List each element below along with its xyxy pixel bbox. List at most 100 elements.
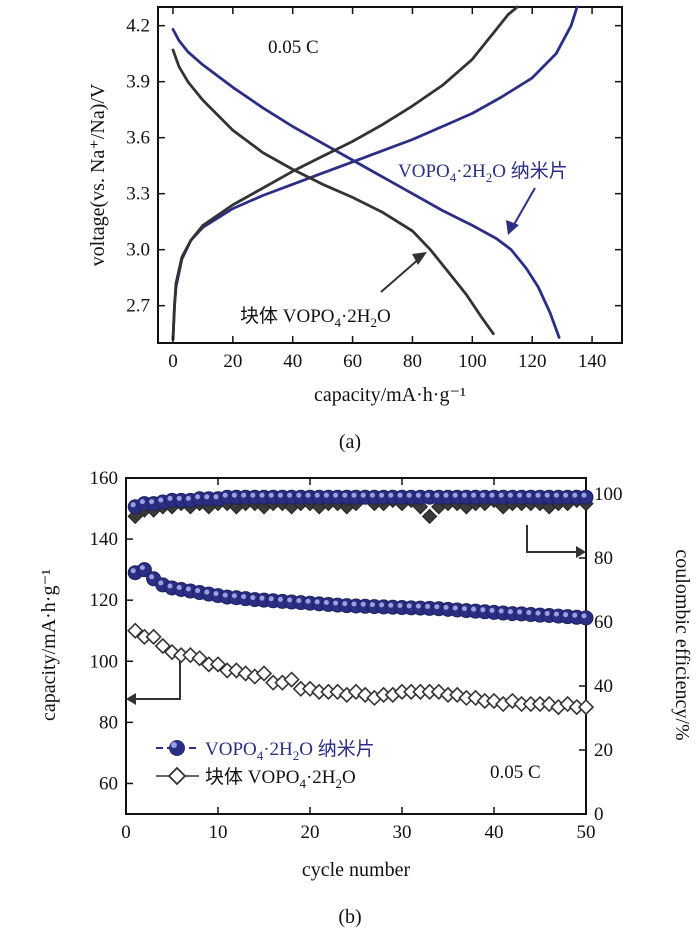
nano-capacity-point-highlight	[581, 613, 587, 619]
nano-efficiency-point-highlight	[480, 492, 486, 498]
bulk-capacity-point	[145, 628, 162, 645]
panel-b-y2tick-label: 80	[594, 548, 613, 569]
nano-capacity-point-highlight	[498, 608, 504, 614]
nano-efficiency-point-highlight	[443, 492, 449, 498]
panel-a-bulk-label: 块体 VOPO4·2H2O	[240, 305, 391, 330]
nano-efficiency-point-highlight	[461, 492, 467, 498]
panel-b-xtick-label: 30	[393, 822, 412, 843]
panel-b-y2tick-label: 60	[594, 612, 613, 633]
nano-efficiency-point-highlight	[415, 492, 421, 498]
nano-efficiency-point-highlight	[471, 492, 477, 498]
nano-capacity-point-highlight	[176, 584, 182, 590]
panel-b-ytick-label: 100	[90, 651, 119, 672]
panel-a-xtick-label: 0	[168, 351, 178, 372]
nano-capacity-point-highlight	[535, 610, 541, 616]
nano-efficiency-point-highlight	[397, 492, 403, 498]
bulk-capacity-point	[127, 622, 144, 639]
nano-efficiency-point-highlight	[434, 492, 440, 498]
nano-capacity-point-highlight	[167, 583, 173, 589]
nano-capacity-point-highlight	[333, 600, 339, 606]
nano-efficiency-point-highlight	[130, 502, 136, 508]
nano-capacity-point-highlight	[287, 597, 293, 603]
legend-entry-nano: VOPO4·2H2O 纳米片	[156, 738, 375, 763]
bulk-capacity-point	[209, 656, 227, 673]
nano-efficiency-point-highlight	[517, 492, 523, 498]
nano-capacity-point-highlight	[351, 601, 357, 607]
nano-capacity-point-highlight	[314, 599, 320, 605]
panel-b-ytick-label: 140	[90, 529, 119, 550]
nano-capacity-point-highlight	[489, 607, 495, 613]
panel-a-xtick-label: 20	[223, 351, 242, 372]
nano-capacity-point-highlight	[195, 588, 201, 594]
panel-a-ytick-label: 2.7	[126, 296, 150, 317]
nano-efficiency-point-highlight	[259, 492, 265, 498]
nano-efficiency-point-highlight	[526, 492, 532, 498]
panel-a-bulk-arrow	[380, 252, 427, 293]
panel-a-chart: 0 20 40 60 80 100 120 140 2.7 3.0 3.3 3.6 3.9 4.2 0.0…	[87, 5, 623, 453]
panel-b-chart: 0 10 20 30 40 506080100120140160020406080100 …	[38, 468, 693, 928]
nano-efficiency-point-highlight	[498, 492, 504, 498]
nano-capacity-point-highlight	[231, 593, 237, 599]
nano-capacity-point-highlight	[360, 601, 366, 607]
panel-a-ytick-label: 3.0	[126, 240, 150, 261]
nano-efficiency-point-highlight	[581, 492, 587, 498]
nano-efficiency-point-highlight	[342, 492, 348, 498]
panel-a-ytick-label: 3.9	[126, 72, 150, 93]
nano-capacity-point-highlight	[406, 603, 412, 609]
nano-capacity-point-highlight	[342, 601, 348, 607]
nano-capacity-point-highlight	[507, 609, 513, 615]
bulk-capacity-point	[255, 665, 273, 682]
panel-b-xlabel: cycle number	[302, 859, 411, 881]
svg-text:块体 VOPO4·2H2O: 块体 VOPO4·2H2O	[205, 766, 356, 791]
bulk-capacity-point	[154, 637, 171, 655]
nano-efficiency-point-highlight	[204, 494, 210, 500]
nano-efficiency-point-highlight	[544, 492, 550, 498]
nano-efficiency-point-highlight	[158, 497, 164, 503]
nano-efficiency-point-highlight	[406, 492, 412, 498]
nano-capacity-point-highlight	[268, 596, 274, 602]
nano-efficiency-point-highlight	[195, 494, 201, 500]
panel-a-series-line-2	[171, 5, 519, 341]
panel-b-plot-area	[125, 477, 587, 815]
nano-capacity-point-highlight	[461, 606, 467, 612]
nano-capacity-point-highlight	[277, 596, 283, 602]
panel-b-ytick-label: 120	[90, 590, 119, 611]
nano-capacity-point-highlight	[369, 602, 375, 608]
svg-text:VOPO4·2H2O 纳米片: VOPO4·2H2O 纳米片	[205, 738, 375, 763]
panel-a-xtick-label: 120	[518, 351, 547, 372]
panel-a-ytick-label: 3.3	[126, 184, 150, 205]
panel-b-y2tick-label: 20	[594, 740, 613, 761]
bulk-capacity-point	[191, 650, 208, 667]
nano-capacity-point-highlight	[296, 598, 302, 604]
panel-a-series-line-3	[171, 48, 495, 336]
nano-capacity-point-highlight	[323, 599, 329, 605]
nano-capacity-point-highlight	[158, 580, 164, 586]
panel-a-nano-arrow	[506, 187, 536, 235]
nano-capacity-point-highlight	[149, 574, 155, 580]
nano-efficiency-point-highlight	[213, 494, 219, 500]
nano-capacity-point-highlight	[204, 589, 210, 595]
nano-efficiency-point-highlight	[425, 492, 431, 498]
nano-capacity-point-highlight	[443, 604, 449, 610]
panel-b-ylabel: capacity/mA·h·g⁻¹	[38, 569, 60, 721]
panel-b-xtick-label: 10	[209, 822, 228, 843]
nano-efficiency-point-highlight	[176, 495, 182, 501]
capacity-axis-arrow	[126, 661, 181, 705]
panel-b-ytick-label: 60	[99, 773, 118, 794]
nano-capacity-point-highlight	[517, 609, 523, 615]
nano-capacity-point-highlight	[563, 612, 569, 618]
panel-a-ytick-label: 3.6	[126, 128, 150, 149]
nano-efficiency-point-highlight	[572, 492, 578, 498]
nano-efficiency-point-highlight	[231, 492, 237, 498]
panel-b-ytick-label: 80	[99, 712, 118, 733]
panel-a-tag: (a)	[339, 431, 361, 453]
nano-efficiency-point-highlight	[369, 492, 375, 498]
nano-efficiency-point-highlight	[563, 492, 569, 498]
nano-capacity-point-highlight	[415, 603, 421, 609]
nano-capacity-point-highlight	[185, 586, 191, 592]
panel-a-xtick-label: 40	[283, 351, 302, 372]
nano-capacity-point-highlight	[259, 595, 265, 601]
panel-a-xtick-label: 100	[458, 351, 487, 372]
panel-b-xtick-label: 0	[121, 822, 131, 843]
nano-efficiency-point-highlight	[535, 492, 541, 498]
